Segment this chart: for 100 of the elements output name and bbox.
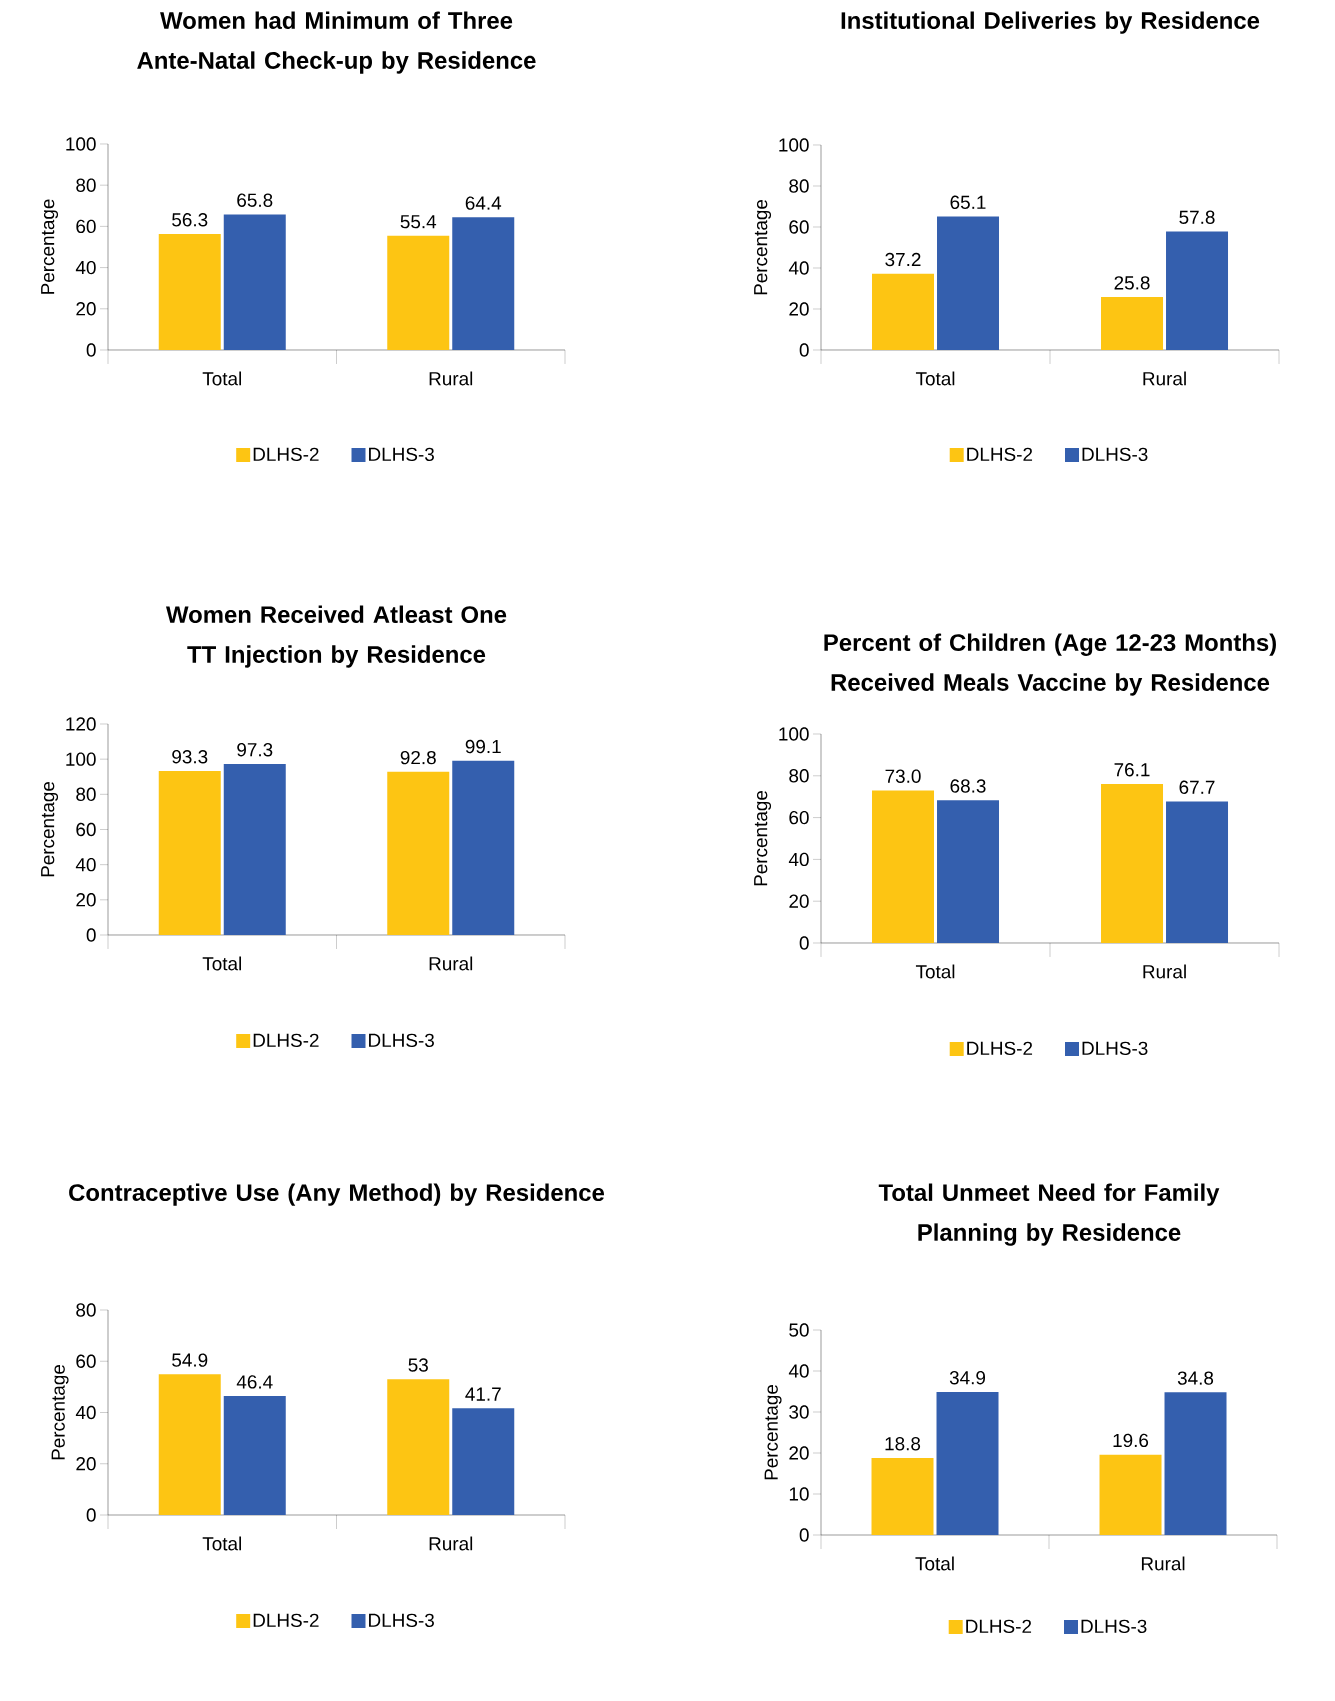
chart-title: Women Received Atleast One TT Injection by Residence: [165, 605, 507, 668]
data-label: 18.8: [885, 1437, 921, 1451]
y-tick-label: 20: [76, 302, 96, 316]
y-tick-label: 40: [788, 1364, 809, 1378]
bar: [158, 770, 221, 935]
y-axis-title: Percentage: [41, 781, 59, 877]
bar: [1164, 1392, 1227, 1535]
y-tick-label: 0: [799, 1528, 809, 1542]
bar: [452, 1408, 515, 1515]
data-label: 57.8: [1179, 210, 1215, 224]
data-label: 34.8: [1177, 1371, 1214, 1385]
bar: [872, 273, 935, 350]
bar: [936, 1391, 999, 1535]
y-tick-label: 20: [76, 1457, 96, 1471]
y-tick-label: 40: [788, 852, 809, 867]
bar: [1099, 1454, 1162, 1535]
data-label: 76.1: [1114, 763, 1150, 777]
y-tick-label: 80: [76, 178, 96, 192]
y-tick-label: 30: [789, 1405, 809, 1419]
y-tick-label: 0: [799, 936, 809, 950]
y-tick-label: 20: [789, 894, 809, 908]
data-label: 53: [408, 1358, 428, 1372]
legend-label: DLHS-3: [1081, 1619, 1147, 1634]
y-tick-label: 100: [66, 752, 96, 766]
data-label: 55.4: [400, 215, 437, 229]
data-label: 46.4: [236, 1375, 273, 1389]
bar: [452, 760, 515, 935]
x-tick-label: Total: [915, 964, 955, 979]
bar: [387, 1379, 450, 1515]
y-axis-title: Percentage: [41, 199, 59, 294]
y-tick-label: 100: [779, 138, 809, 152]
x-tick-label: Total: [202, 371, 241, 386]
y-tick-label: 60: [789, 220, 809, 234]
y-tick-label: 10: [789, 1487, 809, 1501]
data-label: 37.2: [885, 252, 921, 267]
legend-label: DLHS-3: [1082, 447, 1148, 462]
data-label: 34.9: [949, 1370, 986, 1385]
x-tick-label: Rural: [429, 371, 473, 386]
data-label: 65.1: [950, 195, 986, 210]
data-label: 41.7: [465, 1387, 501, 1401]
data-label: 99.1: [465, 739, 501, 754]
y-tick-label: 0: [86, 928, 96, 942]
data-label: 73.0: [885, 769, 921, 783]
chart-title: Contraceptive Use (Any Method) by Residence: [69, 1183, 605, 1206]
bar: [223, 1396, 286, 1515]
y-tick-label: 60: [76, 219, 96, 234]
y-axis-title: Percentage: [754, 199, 772, 295]
legend-label: DLHS-3: [369, 1033, 434, 1048]
legend-label: DLHS-3: [369, 447, 434, 462]
y-tick-label: 50: [789, 1323, 809, 1337]
y-tick-label: 120: [66, 717, 96, 731]
y-tick-label: 80: [789, 769, 809, 783]
bar: [387, 771, 450, 935]
y-tick-label: 0: [799, 343, 809, 357]
chart-title: Women had Minimum of Three Ante-Natal Check-up by Residence: [137, 11, 536, 74]
y-tick-label: 0: [86, 1508, 96, 1522]
data-label: 67.7: [1179, 780, 1215, 794]
x-tick-label: Rural: [1143, 371, 1186, 386]
x-tick-label: Rural: [1143, 964, 1186, 979]
legend-label: DLHS-2: [967, 447, 1033, 462]
y-tick-label: 20: [789, 302, 809, 316]
y-tick-label: 20: [76, 893, 96, 907]
x-tick-label: Rural: [429, 956, 473, 971]
y-tick-label: 80: [76, 787, 96, 802]
x-tick-label: Total: [915, 371, 955, 386]
bar: [1166, 231, 1229, 350]
y-tick-label: 40: [788, 261, 809, 275]
y-tick-label: 80: [76, 1303, 96, 1317]
legend-label: DLHS-3: [369, 1613, 434, 1628]
bar: [871, 1457, 934, 1535]
y-tick-label: 40: [75, 260, 96, 275]
chart-title: Percent of Children (Age 12-23 Months) Received Meals Vaccine by Residence: [824, 633, 1276, 696]
y-tick-label: 100: [779, 727, 809, 741]
x-tick-label: Total: [202, 956, 241, 971]
data-label: 19.6: [1113, 1433, 1149, 1448]
chart-title: Total Unmeet Need for Family Planning by Residence: [878, 1183, 1220, 1246]
data-label: 54.9: [172, 1353, 208, 1367]
legend-label: DLHS-2: [966, 1619, 1032, 1634]
x-tick-label: Total: [915, 1556, 954, 1571]
chart-title: Institutional Deliveries by Residence: [841, 11, 1260, 34]
y-axis-title: Percentage: [754, 790, 772, 886]
y-tick-label: 40: [75, 857, 96, 872]
bar: [937, 216, 1000, 350]
bar: [223, 763, 286, 935]
x-tick-label: Rural: [429, 1536, 473, 1551]
y-tick-label: 20: [789, 1446, 809, 1460]
data-label: 68.3: [950, 779, 986, 793]
legend-label: DLHS-2: [253, 1033, 319, 1048]
data-label: 65.8: [237, 193, 273, 207]
x-tick-label: Total: [202, 1536, 241, 1551]
y-tick-label: 40: [75, 1405, 96, 1420]
data-label: 92.8: [400, 750, 436, 765]
x-tick-label: Rural: [1141, 1556, 1185, 1571]
y-tick-label: 100: [66, 137, 96, 151]
data-label: 64.4: [465, 196, 502, 210]
legend-label: DLHS-2: [967, 1041, 1033, 1056]
data-label: 97.3: [237, 742, 273, 757]
y-tick-label: 60: [76, 1354, 96, 1368]
bar: [223, 214, 286, 350]
bar: [387, 235, 450, 350]
